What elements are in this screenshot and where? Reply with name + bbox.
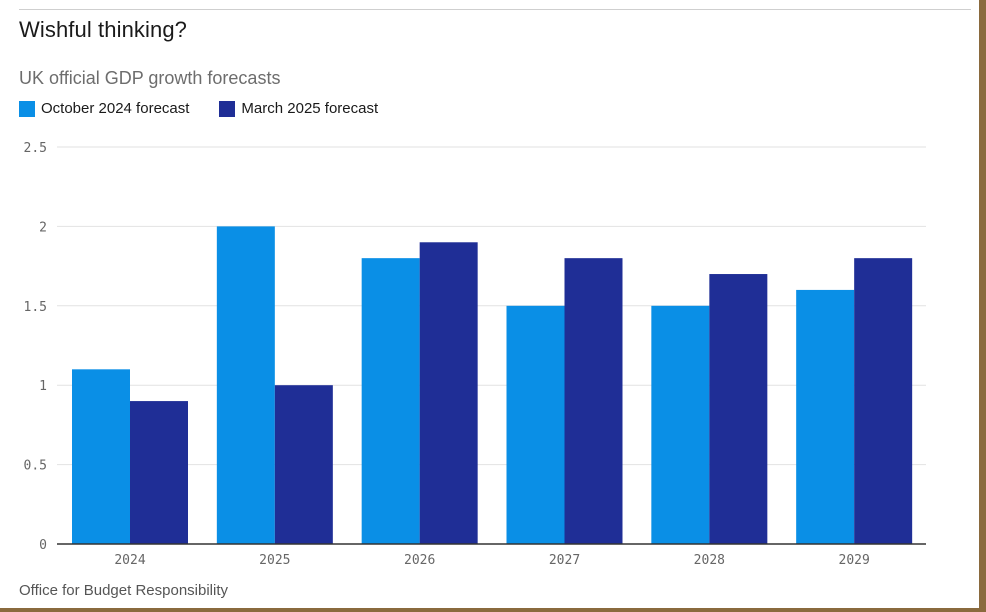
bar-october-2024	[72, 369, 130, 544]
frame-border-right	[979, 0, 986, 612]
legend-label-march: March 2025 forecast	[241, 100, 379, 117]
bar-october-2027	[506, 305, 565, 544]
legend-swatch-march	[219, 100, 236, 117]
bar-march-2029	[854, 258, 913, 544]
top-rule	[19, 9, 971, 10]
bar-october-2026	[361, 258, 420, 544]
bar-october-2028	[651, 305, 710, 544]
bar-march-2026	[419, 242, 478, 544]
bar-october-2025	[216, 226, 275, 544]
source-note: Office for Budget Responsibility	[19, 582, 228, 599]
y-tick-label: 2.5	[24, 141, 47, 156]
y-tick-label: 1.5	[24, 300, 47, 315]
x-tick-label: 2025	[259, 553, 290, 568]
legend: October 2024 forecast March 2025 forecas…	[19, 100, 408, 117]
y-tick-label: 0	[39, 538, 47, 553]
legend-item-march: March 2025 forecast	[219, 100, 378, 117]
bar-october-2029	[796, 289, 855, 544]
bar-march-2024	[130, 401, 188, 544]
x-tick-label: 2029	[839, 553, 870, 568]
x-tick-label: 2028	[694, 553, 725, 568]
x-tick-label: 2024	[114, 553, 145, 568]
frame-border-bottom	[0, 608, 986, 612]
legend-swatch-october	[19, 100, 35, 117]
chart-title: Wishful thinking?	[19, 17, 187, 42]
y-tick-label: 0.5	[24, 459, 47, 474]
y-tick-label: 2	[39, 220, 47, 235]
x-tick-label: 2027	[549, 553, 580, 568]
chart-subtitle: UK official GDP growth forecasts	[19, 68, 281, 88]
bar-march-2025	[274, 385, 333, 544]
bar-march-2028	[709, 274, 768, 544]
legend-label-october: October 2024 forecast	[41, 100, 190, 117]
y-tick-label: 1	[39, 379, 47, 394]
bar-march-2027	[564, 258, 623, 544]
legend-item-october: October 2024 forecast	[19, 100, 189, 117]
x-tick-label: 2026	[404, 553, 435, 568]
